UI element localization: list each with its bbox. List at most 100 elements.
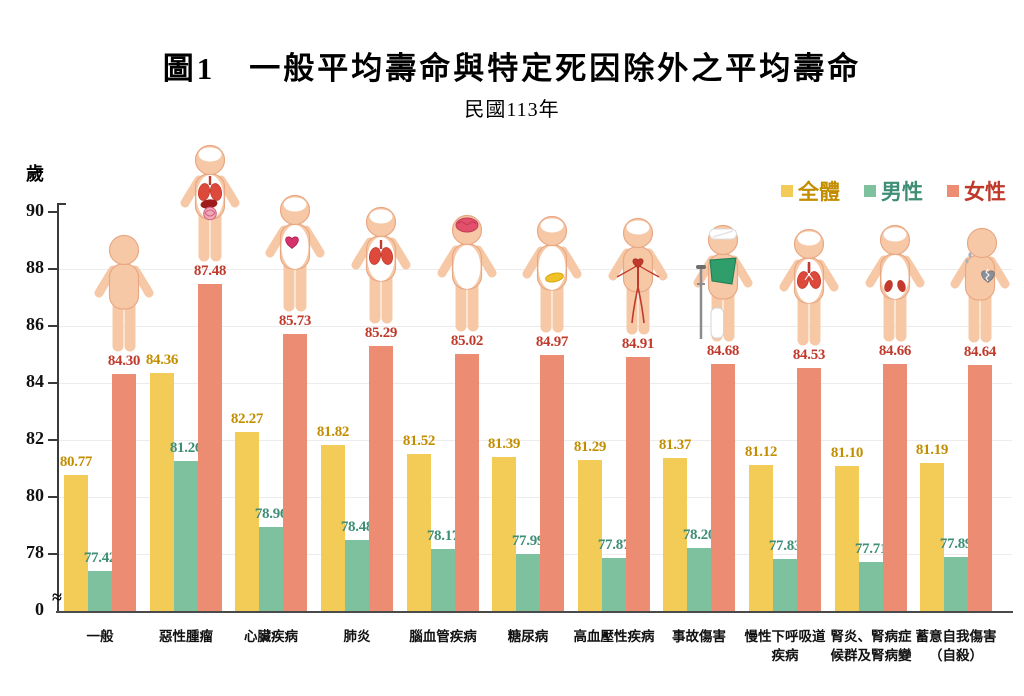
y-axis-tick xyxy=(48,268,57,270)
bar-male xyxy=(687,548,711,611)
value-label-male: 77.42 xyxy=(83,550,117,566)
x-axis-category-label: 肺炎 xyxy=(343,629,371,644)
y-axis-tick-label: 82 xyxy=(26,428,44,448)
bar-total xyxy=(64,475,88,611)
x-axis-category-label: 事故傷害 xyxy=(672,629,726,644)
value-label-female: 85.29 xyxy=(364,325,398,341)
y-axis-tick xyxy=(48,382,57,384)
value-label-total: 82.27 xyxy=(230,411,264,427)
value-label-male: 77.83 xyxy=(768,538,802,554)
gridline xyxy=(58,440,1012,441)
x-axis-category-label: 一般 xyxy=(86,629,114,644)
legend-swatch-male xyxy=(864,185,876,197)
legend-label-female: 女性 xyxy=(964,180,1006,204)
bar-female xyxy=(797,368,821,611)
y-axis-tick xyxy=(48,496,57,498)
person-brain-icon xyxy=(433,214,501,332)
x-axis-category-label: 蓄意自我傷害 （自殺） xyxy=(915,629,997,663)
y-axis-tick xyxy=(48,325,57,327)
legend: 全體 男性 女性 xyxy=(781,176,1006,206)
y-axis-line xyxy=(57,203,59,613)
bar-male xyxy=(516,554,540,611)
bar-total xyxy=(835,466,859,611)
gridline xyxy=(58,497,1012,498)
value-label-total: 81.29 xyxy=(573,439,607,455)
value-label-total: 81.39 xyxy=(487,436,521,452)
x-axis-category-label: 心臟疾病 xyxy=(244,629,298,644)
legend-item-male: 男性 xyxy=(864,176,923,206)
value-label-female: 85.02 xyxy=(450,333,484,349)
value-label-total: 81.12 xyxy=(744,444,778,460)
value-label-total: 81.52 xyxy=(402,433,436,449)
value-label-male: 81.26 xyxy=(169,440,203,456)
value-label-female: 84.53 xyxy=(792,347,826,363)
value-label-male: 77.89 xyxy=(939,536,973,552)
y-axis-tick-label: 84 xyxy=(26,371,44,391)
person-pancreas-icon xyxy=(518,215,586,333)
legend-swatch-female xyxy=(947,185,959,197)
chart-title: 圖1 一般平均壽命與特定死因除外之平均壽命 xyxy=(162,50,862,86)
bar-total xyxy=(150,373,174,611)
y-axis-tick xyxy=(48,439,57,441)
person-airway-lungs-icon xyxy=(775,228,843,346)
value-label-female: 87.48 xyxy=(193,263,227,279)
legend-item-total: 全體 xyxy=(781,176,840,206)
bar-male xyxy=(859,562,883,611)
y-axis-tick xyxy=(48,211,57,213)
bar-female xyxy=(455,354,479,611)
bar-total xyxy=(663,458,687,611)
x-axis-category-label: 高血壓性疾病 xyxy=(573,629,655,644)
bar-female xyxy=(283,334,307,611)
y-axis-unit-label: 歲 xyxy=(26,164,44,184)
value-label-total: 80.77 xyxy=(59,454,93,470)
value-label-total: 81.10 xyxy=(830,445,864,461)
x-axis-baseline xyxy=(56,611,1013,613)
value-label-male: 78.48 xyxy=(340,519,374,535)
y-axis-tick-label: 88 xyxy=(26,257,44,277)
person-lungs-icon xyxy=(347,206,415,324)
bar-male xyxy=(602,558,626,611)
bar-female xyxy=(198,284,222,611)
value-label-female: 84.91 xyxy=(621,336,655,352)
bar-male xyxy=(88,571,112,611)
y-axis-tick-label: 86 xyxy=(26,314,44,334)
value-label-female: 84.66 xyxy=(878,343,912,359)
value-label-female: 85.73 xyxy=(278,313,312,329)
bar-total xyxy=(321,445,345,611)
bar-female xyxy=(968,365,992,611)
gridline xyxy=(58,326,1012,327)
value-label-total: 84.36 xyxy=(145,352,179,368)
gridline xyxy=(58,383,1012,384)
person-blood-vessels-icon xyxy=(604,217,672,335)
bar-female xyxy=(540,355,564,611)
chart-subtitle: 民國113年 xyxy=(464,99,560,121)
value-label-male: 78.20 xyxy=(682,527,716,543)
y-axis-tick-label: 90 xyxy=(26,200,44,220)
y-axis-tick-label: 78 xyxy=(26,542,44,562)
x-axis-category-label: 腎炎、腎病症 候群及腎病變 xyxy=(830,629,912,663)
x-axis-category-label: 糖尿病 xyxy=(507,629,549,644)
y-axis-zero-label: 0 xyxy=(35,599,44,619)
bar-total xyxy=(749,465,773,611)
gridline xyxy=(58,269,1012,270)
y-axis-break-symbol: ≈ xyxy=(52,587,62,607)
bar-female xyxy=(711,364,735,611)
value-label-male: 77.71 xyxy=(854,541,888,557)
bar-total xyxy=(235,432,259,611)
legend-label-male: 男性 xyxy=(881,180,923,204)
person-broken-heart-icon xyxy=(946,225,1014,343)
value-label-total: 81.19 xyxy=(915,442,949,458)
bar-total xyxy=(920,463,944,611)
y-axis-tick xyxy=(48,553,57,555)
y-axis-top-cap xyxy=(57,203,66,205)
person-cancer-organs-icon xyxy=(176,144,244,262)
bar-female xyxy=(112,374,136,611)
y-axis-tick-label: 80 xyxy=(26,485,44,505)
bar-male xyxy=(431,549,455,611)
bar-total xyxy=(578,460,602,611)
person-injury-icon xyxy=(689,224,757,342)
bar-total xyxy=(407,454,431,611)
x-axis-category-label: 惡性腫瘤 xyxy=(159,629,213,644)
